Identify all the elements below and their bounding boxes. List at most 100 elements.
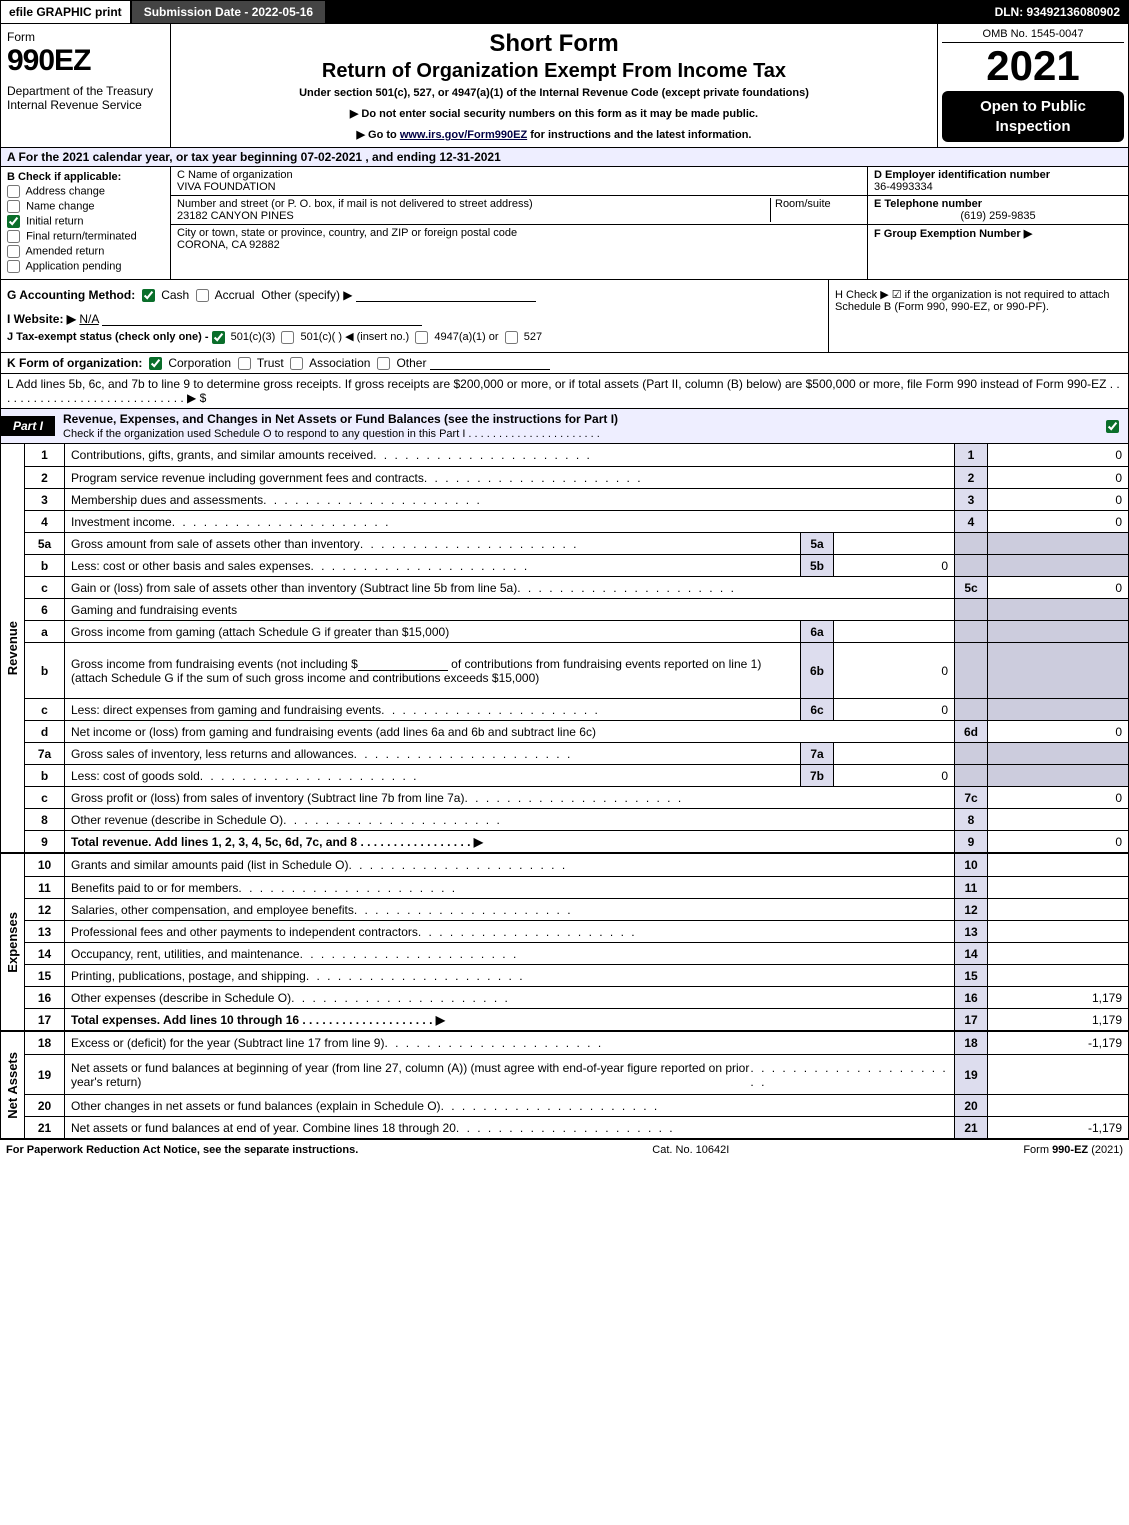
- rn-5b-shade: [954, 554, 988, 576]
- netassets-block: Net Assets 18 Excess or (deficit) for th…: [1, 1030, 1128, 1138]
- line-l: L Add lines 5b, 6c, and 7b to line 9 to …: [0, 374, 1129, 409]
- row-2: 2 Program service revenue including gove…: [25, 466, 1128, 488]
- desc-7c: Gross profit or (loss) from sales of inv…: [65, 786, 954, 808]
- row-8: 8 Other revenue (describe in Schedule O)…: [25, 808, 1128, 830]
- rn-3: 3: [954, 488, 988, 510]
- chk-final-return-label: Final return/terminated: [26, 230, 137, 242]
- mid-7a-n: 7a: [800, 742, 834, 764]
- rn-10: 10: [954, 854, 988, 876]
- desc-6a: Gross income from gaming (attach Schedul…: [65, 620, 800, 642]
- row-12: 12 Salaries, other compensation, and emp…: [25, 898, 1128, 920]
- desc-21: Net assets or fund balances at end of ye…: [65, 1116, 954, 1138]
- j-opt2-label: 501(c)( ) ◀ (insert no.): [300, 331, 409, 343]
- rn-19: 19: [954, 1054, 988, 1094]
- line-a-text: A For the 2021 calendar year, or tax yea…: [7, 150, 501, 164]
- row-15: 15 Printing, publications, postage, and …: [25, 964, 1128, 986]
- revenue-block: Revenue 1 Contributions, gifts, grants, …: [1, 444, 1128, 852]
- rn-6c-shade: [954, 698, 988, 720]
- row-11: 11 Benefits paid to or for members 11: [25, 876, 1128, 898]
- chk-501c[interactable]: [281, 331, 294, 344]
- chk-address-change[interactable]: Address change: [7, 185, 164, 198]
- amt-11: [988, 876, 1128, 898]
- sidetab-expenses: Expenses: [1, 854, 25, 1030]
- desc-12: Salaries, other compensation, and employ…: [65, 898, 954, 920]
- j-label: J Tax-exempt status (check only one) -: [7, 331, 212, 343]
- amt-12: [988, 898, 1128, 920]
- ln-12: 12: [25, 898, 65, 920]
- rn-7b-shade: [954, 764, 988, 786]
- mid-5b-v: 0: [834, 554, 954, 576]
- ln-3: 3: [25, 488, 65, 510]
- rn-13: 13: [954, 920, 988, 942]
- amt-6-shade: [988, 598, 1128, 620]
- chk-501c3[interactable]: [212, 331, 225, 344]
- ln-5c: c: [25, 576, 65, 598]
- ln-7b: b: [25, 764, 65, 786]
- chk-corporation[interactable]: [149, 357, 162, 370]
- desc-5c: Gain or (loss) from sale of assets other…: [65, 576, 954, 598]
- chk-4947[interactable]: [415, 331, 428, 344]
- room-suite-label: Room/suite: [771, 198, 861, 222]
- amt-1: 0: [988, 444, 1128, 466]
- amt-2: 0: [988, 466, 1128, 488]
- desc-6b-1: Gross income from fundraising events (no…: [71, 657, 358, 671]
- part-1-title-text: Revenue, Expenses, and Changes in Net As…: [63, 412, 618, 426]
- row-6c: c Less: direct expenses from gaming and …: [25, 698, 1128, 720]
- i-label: I Website: ▶: [7, 312, 76, 326]
- part-1-header: Part I Revenue, Expenses, and Changes in…: [0, 409, 1129, 444]
- f-label: F Group Exemption Number ▶: [874, 228, 1032, 240]
- k-trust-label: Trust: [257, 356, 284, 370]
- g-cash-label: Cash: [161, 288, 189, 302]
- chk-accrual[interactable]: [196, 289, 209, 302]
- expenses-block: Expenses 10 Grants and similar amounts p…: [1, 852, 1128, 1030]
- c-name-cell: C Name of organization VIVA FOUNDATION: [171, 167, 867, 196]
- desc-4: Investment income: [65, 510, 954, 532]
- amt-5b-shade: [988, 554, 1128, 576]
- chk-name-change[interactable]: Name change: [7, 200, 164, 213]
- note-goto-pre: ▶ Go to: [357, 129, 400, 141]
- chk-other-org[interactable]: [377, 357, 390, 370]
- row-6: 6 Gaming and fundraising events: [25, 598, 1128, 620]
- column-b: B Check if applicable: Address change Na…: [1, 167, 171, 279]
- desc-16: Other expenses (describe in Schedule O): [65, 986, 954, 1008]
- section-b-to-f: B Check if applicable: Address change Na…: [0, 167, 1129, 280]
- chk-application-pending[interactable]: Application pending: [7, 260, 164, 273]
- chk-527[interactable]: [505, 331, 518, 344]
- chk-initial-return-label: Initial return: [26, 215, 83, 227]
- footer-mid: Cat. No. 10642I: [652, 1144, 729, 1156]
- tax-year: 2021: [942, 45, 1124, 87]
- desc-1: Contributions, gifts, grants, and simila…: [65, 444, 954, 466]
- row-10: 10 Grants and similar amounts paid (list…: [25, 854, 1128, 876]
- ln-4: 4: [25, 510, 65, 532]
- amt-16: 1,179: [988, 986, 1128, 1008]
- part-1-checkbox[interactable]: [1106, 419, 1128, 433]
- chk-amended-return[interactable]: Amended return: [7, 245, 164, 258]
- desc-5a: Gross amount from sale of assets other t…: [65, 532, 800, 554]
- ln-6a: a: [25, 620, 65, 642]
- chk-cash[interactable]: [142, 289, 155, 302]
- g-accounting: G Accounting Method: Cash Accrual Other …: [1, 280, 828, 352]
- chk-trust[interactable]: [238, 357, 251, 370]
- mid-6b-n: 6b: [800, 642, 834, 698]
- ln-1: 1: [25, 444, 65, 466]
- c-street-cell: Number and street (or P. O. box, if mail…: [171, 196, 867, 225]
- efile-label[interactable]: efile GRAPHIC print: [1, 1, 132, 23]
- desc-7b: Less: cost of goods sold: [65, 764, 800, 786]
- rn-2: 2: [954, 466, 988, 488]
- row-21: 21 Net assets or fund balances at end of…: [25, 1116, 1128, 1138]
- row-13: 13 Professional fees and other payments …: [25, 920, 1128, 942]
- form-number: 990EZ: [7, 44, 164, 78]
- footer-right: Form 990-EZ (2021): [1023, 1144, 1123, 1156]
- desc-18: Excess or (deficit) for the year (Subtra…: [65, 1032, 954, 1054]
- amt-15: [988, 964, 1128, 986]
- chk-final-return[interactable]: Final return/terminated: [7, 230, 164, 243]
- amt-4: 0: [988, 510, 1128, 532]
- chk-initial-return[interactable]: Initial return: [7, 215, 164, 228]
- mid-5b-n: 5b: [800, 554, 834, 576]
- irs-link[interactable]: www.irs.gov/Form990EZ: [400, 129, 527, 141]
- title-short-form: Short Form: [179, 30, 929, 58]
- header-right: OMB No. 1545-0047 2021 Open to Public In…: [938, 24, 1128, 147]
- ln-19: 19: [25, 1054, 65, 1094]
- chk-association[interactable]: [290, 357, 303, 370]
- ln-17: 17: [25, 1008, 65, 1030]
